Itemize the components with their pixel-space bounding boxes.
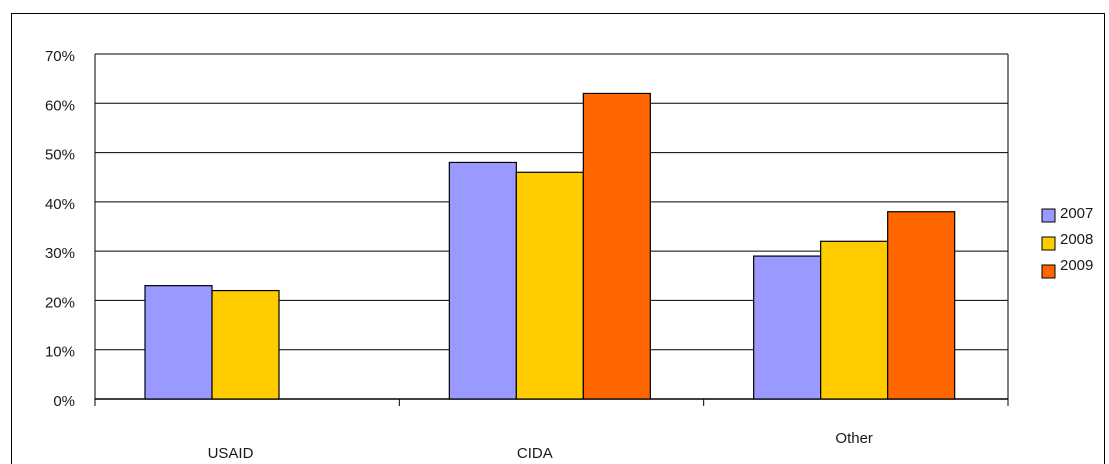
- bar-cida-2007: [448, 161, 517, 400]
- chart-frame: [11, 13, 1105, 464]
- legend-swatch-2007: [1041, 208, 1056, 223]
- bar-other-2009: [887, 211, 956, 400]
- y-tick-label: 60%: [45, 97, 75, 114]
- legend-swatch-2009: [1041, 264, 1056, 279]
- y-tick-label: 50%: [45, 147, 75, 164]
- y-tick-label: 10%: [45, 344, 75, 361]
- legend-swatch-2008: [1041, 236, 1056, 251]
- y-tick-label: 0%: [53, 393, 75, 410]
- y-tick-label: 70%: [45, 48, 75, 65]
- bar-cida-2009: [582, 92, 651, 400]
- bar-cida-2008: [515, 171, 584, 400]
- y-tick-label: 30%: [45, 245, 75, 262]
- bar-other-2008: [820, 240, 889, 400]
- y-tick-label: 20%: [45, 294, 75, 311]
- bar-usaid-2008: [211, 289, 280, 400]
- y-tick-label: 40%: [45, 196, 75, 213]
- bar-other-2007: [753, 255, 822, 400]
- x-category-label: Other: [835, 430, 873, 447]
- bar-usaid-2007: [144, 285, 213, 400]
- x-category-label: CIDA: [517, 445, 553, 462]
- legend-label-2008: 2008: [1060, 231, 1093, 248]
- x-category-label: USAID: [208, 445, 254, 462]
- legend-label-2009: 2009: [1060, 257, 1093, 274]
- legend-label-2007: 2007: [1060, 205, 1093, 222]
